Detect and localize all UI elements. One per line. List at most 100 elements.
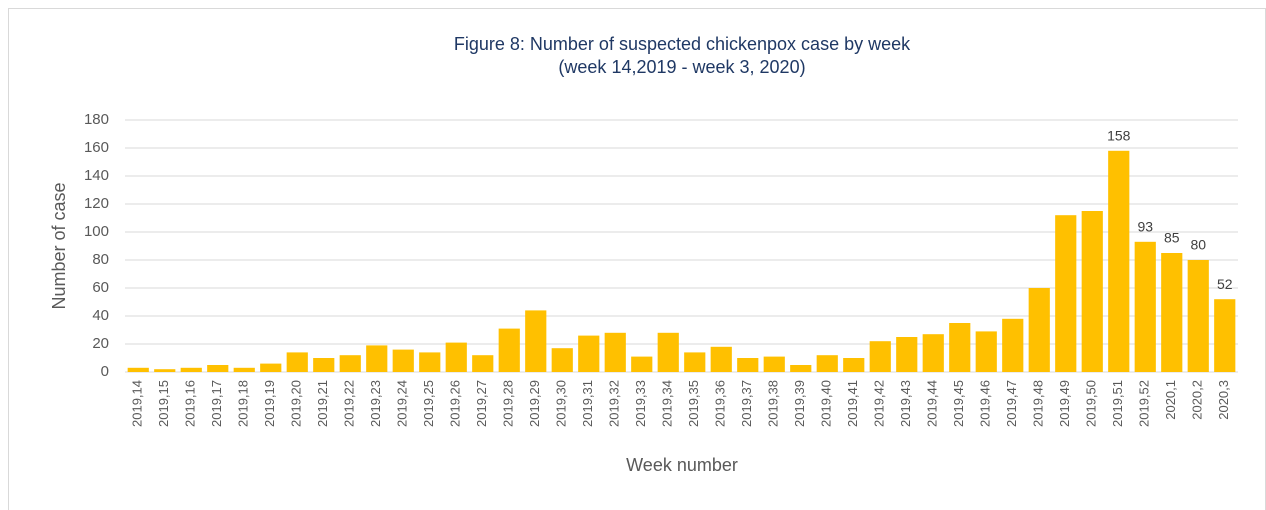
x-tick-label: 2019,41 (845, 380, 860, 427)
bar (578, 335, 600, 372)
bar (127, 367, 149, 372)
bar (339, 355, 361, 372)
bar (551, 348, 573, 372)
x-tick-label: 2019,31 (580, 380, 595, 427)
x-tick-label: 2019,46 (978, 380, 993, 427)
x-tick-label: 2019,17 (209, 380, 224, 427)
x-tick-label: 2019,34 (660, 380, 675, 427)
y-tick-label: 20 (92, 335, 109, 352)
x-tick-label: 2019,38 (766, 380, 781, 427)
data-label: 93 (1137, 219, 1153, 235)
bar (631, 356, 653, 372)
bar (1161, 253, 1183, 372)
x-tick-label: 2019,23 (368, 380, 383, 427)
x-tick-label: 2020,1 (1163, 380, 1178, 420)
bar (1134, 241, 1156, 372)
y-tick-label: 80 (92, 251, 109, 268)
x-tick-label: 2019,27 (474, 380, 489, 427)
x-tick-label: 2019,47 (1004, 380, 1019, 427)
bar (816, 355, 838, 372)
x-tick-label: 2019,48 (1031, 380, 1046, 427)
chart-title: Figure 8: Number of suspected chickenpox… (454, 34, 911, 54)
bar (498, 328, 520, 372)
x-axis-label: Week number (626, 455, 738, 475)
x-tick-label: 2019,37 (739, 380, 754, 427)
bar (419, 352, 441, 372)
x-tick-label: 2019,43 (898, 380, 913, 427)
bar (392, 349, 414, 372)
bar (207, 365, 229, 372)
x-tick-label: 2019,24 (395, 380, 410, 427)
bar (922, 334, 944, 372)
bar (366, 345, 388, 372)
bar (525, 310, 547, 372)
bar (472, 355, 494, 372)
x-tick-label: 2019,25 (421, 380, 436, 427)
y-axis-label: Number of case (49, 182, 69, 309)
bar (949, 323, 971, 372)
x-tick-label: 2019,20 (289, 380, 304, 427)
bar (1108, 150, 1130, 372)
data-label: 85 (1164, 230, 1180, 246)
y-tick-label: 120 (84, 195, 109, 212)
x-tick-label: 2019,21 (315, 380, 330, 427)
y-tick-label: 0 (101, 363, 109, 380)
x-tick-label: 2020,3 (1216, 380, 1231, 420)
chart-subtitle: (week 14,2019 - week 3, 2020) (558, 57, 805, 77)
x-tick-label: 2019,26 (448, 380, 463, 427)
bar (286, 352, 308, 372)
x-tick-label: 2019,22 (342, 380, 357, 427)
bar (790, 365, 812, 372)
x-tick-label: 2019,39 (792, 380, 807, 427)
bar (843, 358, 865, 372)
x-tick-label: 2019,30 (554, 380, 569, 427)
y-tick-label: 40 (92, 307, 109, 324)
bar (1214, 299, 1236, 372)
y-tick-label: 180 (84, 111, 109, 128)
data-label: 52 (1217, 276, 1233, 292)
x-tick-label: 2019,18 (236, 380, 251, 427)
data-label: 158 (1107, 128, 1131, 144)
x-tick-label: 2019,32 (607, 380, 622, 427)
x-tick-label: 2019,40 (819, 380, 834, 427)
x-tick-label: 2019,15 (156, 380, 171, 427)
bar (1081, 211, 1103, 372)
bar (154, 369, 176, 372)
bar (763, 356, 785, 372)
x-tick-label: 2020,2 (1190, 380, 1205, 420)
x-tick-label: 2019,49 (1057, 380, 1072, 427)
x-tick-label: 2019,19 (262, 380, 277, 427)
x-tick-label: 2019,16 (183, 380, 198, 427)
x-tick-label: 2019,33 (633, 380, 648, 427)
bar (313, 358, 335, 372)
bar (233, 367, 255, 372)
x-tick-label: 2019,42 (872, 380, 887, 427)
x-tick-label: 2019,35 (686, 380, 701, 427)
x-tick-label: 2019,50 (1084, 380, 1099, 427)
bar (1002, 318, 1024, 372)
x-tick-label: 2019,51 (1110, 380, 1125, 427)
y-tick-label: 60 (92, 279, 109, 296)
bar (869, 341, 891, 372)
y-tick-label: 100 (84, 223, 109, 240)
x-tick-label: 2019,28 (501, 380, 516, 427)
data-label: 80 (1190, 237, 1206, 253)
bar (710, 346, 732, 372)
bar (1187, 260, 1209, 372)
bar (180, 367, 202, 372)
x-tick-label: 2019,52 (1137, 380, 1152, 427)
bar (896, 337, 918, 372)
chart-frame (8, 8, 1266, 510)
bar (657, 332, 679, 372)
bar (1055, 215, 1077, 372)
bar (1028, 288, 1050, 372)
y-tick-label: 160 (84, 139, 109, 156)
bar (737, 358, 759, 372)
x-tick-label: 2019,45 (951, 380, 966, 427)
bar (604, 332, 626, 372)
x-tick-label: 2019,14 (130, 380, 145, 427)
x-tick-label: 2019,36 (713, 380, 728, 427)
bar (975, 331, 997, 372)
bar (445, 342, 467, 372)
